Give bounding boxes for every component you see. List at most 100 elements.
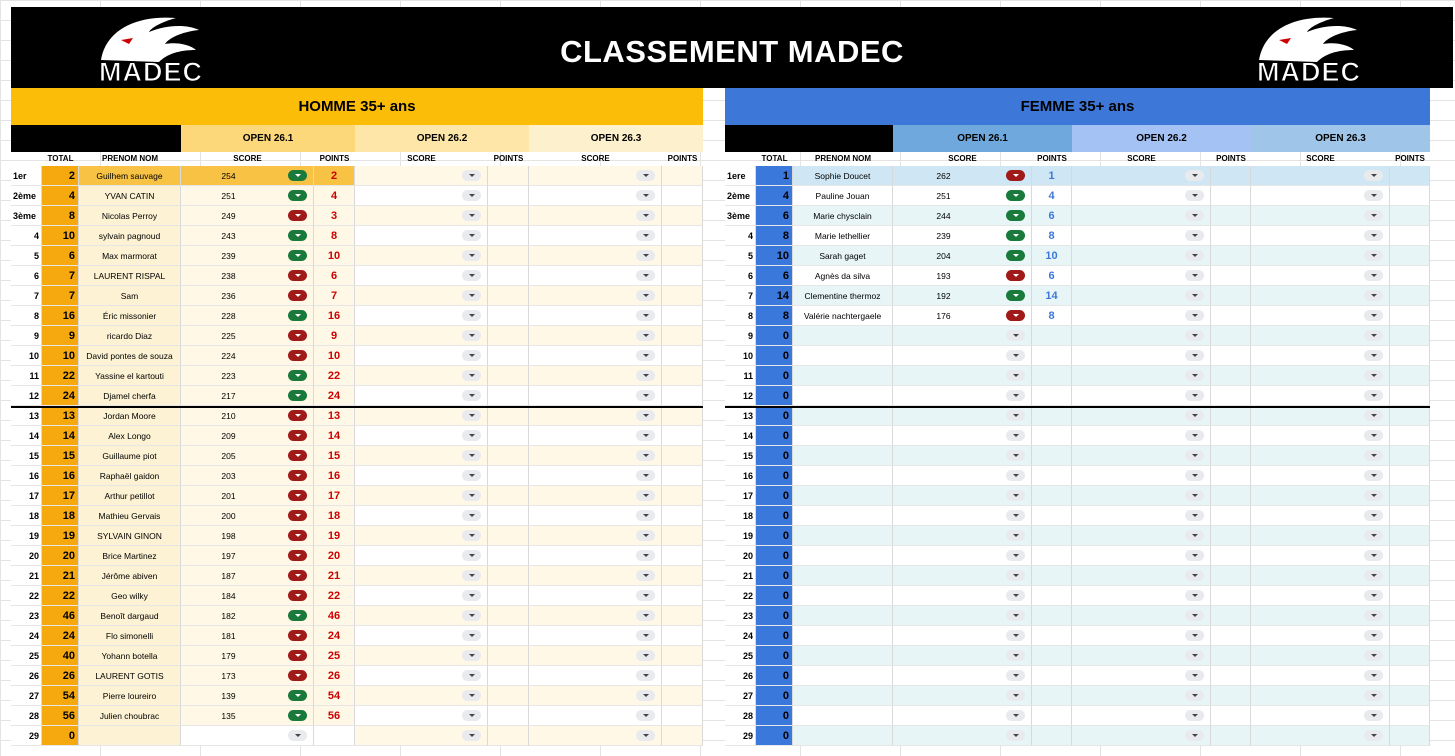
score-cell-open-3[interactable] [1251,426,1390,446]
total-cell[interactable]: 0 [756,726,793,746]
total-cell[interactable]: 0 [756,386,793,406]
score-cell-open-1[interactable]: 179 [181,646,314,666]
score-cell-open-1[interactable] [893,506,1032,526]
total-cell[interactable]: 0 [756,566,793,586]
points-cell-open-1[interactable] [314,726,355,746]
total-cell[interactable]: 10 [42,226,79,246]
points-cell-open-2[interactable] [1211,706,1251,726]
points-cell-open-1[interactable]: 3 [314,206,355,226]
score-cell-open-1[interactable]: 135 [181,706,314,726]
name-cell[interactable]: Pierre loureiro [79,686,181,706]
points-cell-open-3[interactable] [662,286,703,306]
points-cell-open-3[interactable] [1390,546,1430,566]
points-cell-open-2[interactable] [1211,446,1251,466]
points-cell-open-3[interactable] [662,206,703,226]
score-cell-open-3[interactable] [529,246,662,266]
name-cell[interactable]: Éric missonier [79,306,181,326]
score-cell-open-2[interactable] [1072,686,1211,706]
score-cell-open-3[interactable] [529,266,662,286]
points-cell-open-2[interactable] [1211,546,1251,566]
dropdown-icon[interactable] [636,250,655,261]
points-cell-open-1[interactable] [1032,426,1072,446]
points-cell-open-3[interactable] [662,466,703,486]
dropdown-icon[interactable] [1364,530,1383,541]
dropdown-icon[interactable] [636,170,655,181]
name-cell[interactable] [79,726,181,746]
name-cell[interactable]: Flo simonelli [79,626,181,646]
points-cell-open-3[interactable] [662,246,703,266]
name-cell[interactable] [793,406,893,426]
points-cell-open-2[interactable] [488,366,529,386]
name-cell[interactable]: Max marmorat [79,246,181,266]
points-cell-open-2[interactable] [1211,626,1251,646]
score-cell-open-2[interactable] [355,246,488,266]
dropdown-icon[interactable] [1185,470,1204,481]
points-cell-open-2[interactable] [1211,386,1251,406]
points-cell-open-3[interactable] [1390,406,1430,426]
points-cell-open-1[interactable]: 8 [1032,226,1072,246]
status-dropdown-icon[interactable] [288,290,307,301]
total-cell[interactable]: 0 [756,346,793,366]
status-dropdown-icon[interactable] [288,710,307,721]
points-cell-open-3[interactable] [1390,426,1430,446]
points-cell-open-3[interactable] [662,186,703,206]
dropdown-icon[interactable] [1364,730,1383,741]
dropdown-icon[interactable] [636,670,655,681]
dropdown-icon[interactable] [1364,390,1383,401]
dropdown-icon[interactable] [1364,190,1383,201]
points-cell-open-1[interactable] [1032,346,1072,366]
name-cell[interactable] [793,626,893,646]
name-cell[interactable] [793,326,893,346]
score-cell-open-2[interactable] [355,266,488,286]
score-cell-open-3[interactable] [1251,686,1390,706]
score-cell-open-2[interactable] [355,526,488,546]
points-cell-open-3[interactable] [662,226,703,246]
score-cell-open-2[interactable] [1072,446,1211,466]
score-cell-open-2[interactable] [355,426,488,446]
dropdown-icon[interactable] [1364,690,1383,701]
total-cell[interactable]: 14 [756,286,793,306]
name-cell[interactable]: David pontes de souza [79,346,181,366]
score-cell-open-3[interactable] [1251,306,1390,326]
name-cell[interactable]: SYLVAIN GINON [79,526,181,546]
points-cell-open-1[interactable]: 8 [1032,306,1072,326]
name-cell[interactable]: Pauline Jouan [793,186,893,206]
name-cell[interactable]: Raphaël gaidon [79,466,181,486]
points-cell-open-2[interactable] [488,706,529,726]
score-cell-open-2[interactable] [355,186,488,206]
score-cell-open-2[interactable] [355,646,488,666]
score-cell-open-2[interactable] [355,706,488,726]
total-cell[interactable]: 0 [756,446,793,466]
points-cell-open-1[interactable] [1032,686,1072,706]
dropdown-icon[interactable] [1364,330,1383,341]
points-cell-open-2[interactable] [1211,306,1251,326]
points-cell-open-1[interactable] [1032,486,1072,506]
score-cell-open-1[interactable] [893,446,1032,466]
points-cell-open-3[interactable] [662,446,703,466]
score-cell-open-2[interactable] [1072,486,1211,506]
points-cell-open-1[interactable]: 16 [314,306,355,326]
points-cell-open-3[interactable] [1390,726,1430,746]
dropdown-icon[interactable] [462,210,481,221]
dropdown-icon[interactable] [1185,730,1204,741]
points-cell-open-2[interactable] [488,546,529,566]
name-cell[interactable] [793,526,893,546]
total-cell[interactable]: 0 [756,546,793,566]
score-cell-open-3[interactable] [529,506,662,526]
points-cell-open-3[interactable] [662,486,703,506]
dropdown-icon[interactable] [1006,630,1025,641]
points-cell-open-2[interactable] [488,446,529,466]
score-cell-open-2[interactable] [1072,606,1211,626]
points-cell-open-2[interactable] [488,666,529,686]
total-cell[interactable]: 54 [42,686,79,706]
dropdown-icon[interactable] [1185,570,1204,581]
dropdown-icon[interactable] [462,670,481,681]
name-cell[interactable]: Djamel cherfa [79,386,181,406]
status-dropdown-icon[interactable] [1006,310,1025,321]
score-cell-open-3[interactable] [1251,626,1390,646]
score-cell-open-2[interactable] [355,486,488,506]
score-cell-open-2[interactable] [1072,506,1211,526]
score-cell-open-3[interactable] [529,206,662,226]
status-dropdown-icon[interactable] [1006,230,1025,241]
dropdown-icon[interactable] [462,410,481,421]
